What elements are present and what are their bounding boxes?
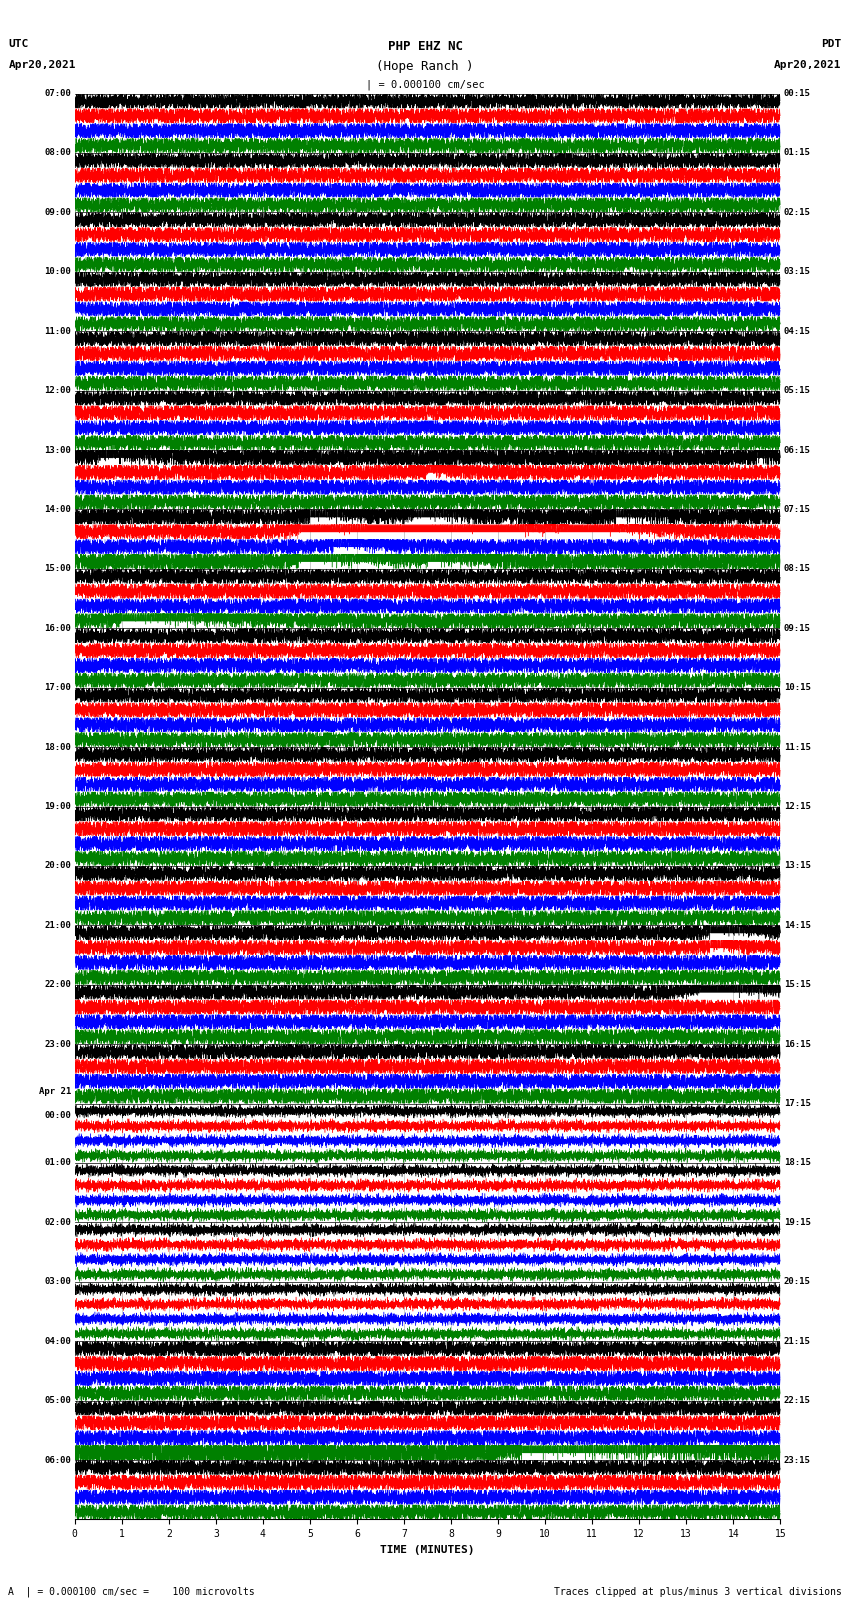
Text: 07:00: 07:00 bbox=[44, 89, 71, 98]
Text: 14:00: 14:00 bbox=[44, 505, 71, 515]
Text: 14:15: 14:15 bbox=[784, 921, 811, 929]
Text: 07:15: 07:15 bbox=[784, 505, 811, 515]
Text: 19:00: 19:00 bbox=[44, 802, 71, 811]
Text: (Hope Ranch ): (Hope Ranch ) bbox=[377, 60, 473, 73]
Text: 03:00: 03:00 bbox=[44, 1277, 71, 1286]
Text: Traces clipped at plus/minus 3 vertical divisions: Traces clipped at plus/minus 3 vertical … bbox=[553, 1587, 842, 1597]
Text: 03:15: 03:15 bbox=[784, 268, 811, 276]
Text: 18:15: 18:15 bbox=[784, 1158, 811, 1168]
Text: 05:15: 05:15 bbox=[784, 386, 811, 395]
Text: PDT: PDT bbox=[821, 39, 842, 48]
Text: 10:15: 10:15 bbox=[784, 684, 811, 692]
Text: Apr 21: Apr 21 bbox=[39, 1087, 71, 1097]
Text: 23:15: 23:15 bbox=[784, 1455, 811, 1465]
Text: UTC: UTC bbox=[8, 39, 29, 48]
Text: 20:00: 20:00 bbox=[44, 861, 71, 871]
Text: 15:15: 15:15 bbox=[784, 981, 811, 989]
Text: Apr20,2021: Apr20,2021 bbox=[774, 60, 842, 69]
Text: A  | = 0.000100 cm/sec =    100 microvolts: A | = 0.000100 cm/sec = 100 microvolts bbox=[8, 1586, 255, 1597]
Text: 02:15: 02:15 bbox=[784, 208, 811, 216]
Text: 16:00: 16:00 bbox=[44, 624, 71, 632]
Text: 22:15: 22:15 bbox=[784, 1397, 811, 1405]
Text: 06:15: 06:15 bbox=[784, 445, 811, 455]
Text: Apr20,2021: Apr20,2021 bbox=[8, 60, 76, 69]
Text: 15:00: 15:00 bbox=[44, 565, 71, 573]
Text: 17:15: 17:15 bbox=[784, 1098, 811, 1108]
Text: 09:00: 09:00 bbox=[44, 208, 71, 216]
Text: PHP EHZ NC: PHP EHZ NC bbox=[388, 40, 462, 53]
Text: 06:00: 06:00 bbox=[44, 1455, 71, 1465]
Text: 01:15: 01:15 bbox=[784, 148, 811, 158]
Text: 09:15: 09:15 bbox=[784, 624, 811, 632]
Text: 08:15: 08:15 bbox=[784, 565, 811, 573]
Text: 13:00: 13:00 bbox=[44, 445, 71, 455]
Text: 04:00: 04:00 bbox=[44, 1337, 71, 1345]
Text: 12:15: 12:15 bbox=[784, 802, 811, 811]
Text: 18:00: 18:00 bbox=[44, 742, 71, 752]
Text: 19:15: 19:15 bbox=[784, 1218, 811, 1227]
Text: 00:15: 00:15 bbox=[784, 89, 811, 98]
Text: 08:00: 08:00 bbox=[44, 148, 71, 158]
Text: 20:15: 20:15 bbox=[784, 1277, 811, 1286]
Text: 04:15: 04:15 bbox=[784, 327, 811, 336]
Text: 02:00: 02:00 bbox=[44, 1218, 71, 1227]
Text: 22:00: 22:00 bbox=[44, 981, 71, 989]
Text: 13:15: 13:15 bbox=[784, 861, 811, 871]
Text: 11:15: 11:15 bbox=[784, 742, 811, 752]
Text: 21:15: 21:15 bbox=[784, 1337, 811, 1345]
Text: 21:00: 21:00 bbox=[44, 921, 71, 929]
Text: 23:00: 23:00 bbox=[44, 1040, 71, 1048]
Text: 01:00: 01:00 bbox=[44, 1158, 71, 1168]
Text: 11:00: 11:00 bbox=[44, 327, 71, 336]
Text: 16:15: 16:15 bbox=[784, 1040, 811, 1048]
Text: 12:00: 12:00 bbox=[44, 386, 71, 395]
Text: 05:00: 05:00 bbox=[44, 1397, 71, 1405]
Text: 10:00: 10:00 bbox=[44, 268, 71, 276]
Text: | = 0.000100 cm/sec: | = 0.000100 cm/sec bbox=[366, 79, 484, 90]
X-axis label: TIME (MINUTES): TIME (MINUTES) bbox=[380, 1545, 475, 1555]
Text: 00:00: 00:00 bbox=[44, 1111, 71, 1119]
Text: 17:00: 17:00 bbox=[44, 684, 71, 692]
